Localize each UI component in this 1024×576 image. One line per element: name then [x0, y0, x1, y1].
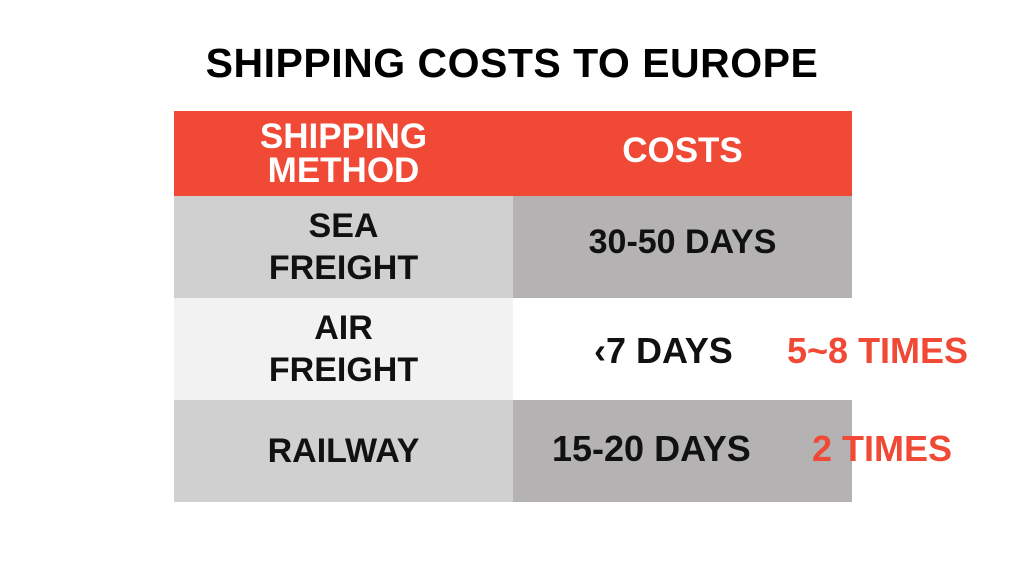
- method-line: RAILWAY: [267, 432, 420, 470]
- header-shipping-method: SHIPPING METHOD: [174, 111, 513, 196]
- table-cell-time: 30-50 DAYS: [513, 196, 852, 298]
- method-line: SEA: [308, 207, 379, 245]
- method-line: FREIGHT: [268, 249, 419, 287]
- page-title: SHIPPING COSTS TO EUROPE: [205, 40, 819, 86]
- cost-multiplier: 5~8 TIMES: [787, 330, 969, 371]
- cost-multiplier: 2 TIMES: [812, 428, 953, 469]
- table-cell-method: RAILWAY: [174, 400, 513, 502]
- method-line: AIR: [314, 309, 373, 347]
- table-cell-time: [513, 400, 852, 502]
- header-costs: COSTS: [513, 111, 852, 196]
- time-value: 30-50 DAYS: [588, 222, 777, 261]
- header-line: SHIPPING: [259, 116, 428, 156]
- table-cell-time: [513, 298, 852, 400]
- table-cell-method: AIR FREIGHT: [174, 298, 513, 400]
- time-value: 15-20 DAYS: [552, 428, 751, 469]
- method-line: FREIGHT: [268, 351, 419, 389]
- table-cell-method: SEA FREIGHT: [174, 196, 513, 298]
- header-line: METHOD: [267, 150, 420, 190]
- time-value: ‹7 DAYS: [594, 330, 733, 371]
